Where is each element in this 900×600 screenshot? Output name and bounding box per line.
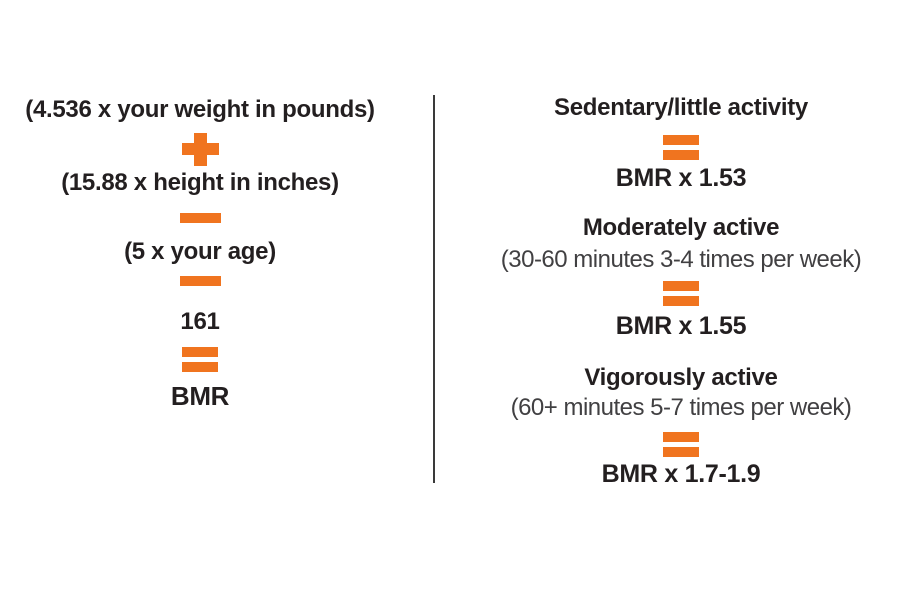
formula-height-line: (15.88 x height in inches) <box>61 169 339 196</box>
formula-constant: 161 <box>180 308 220 335</box>
minus-icon <box>179 213 221 223</box>
formula-age-line: (5 x your age) <box>124 238 276 265</box>
activity-detail: (60+ minutes 5-7 times per week) <box>510 394 852 421</box>
activity-formula: BMR x 1.55 <box>615 312 747 340</box>
activity-level-moderate: Moderately active (30-60 minutes 3-4 tim… <box>500 214 862 340</box>
equals-icon <box>663 432 699 457</box>
formula-result-label: BMR <box>170 381 230 411</box>
activity-formula: BMR x 1.53 <box>615 164 747 192</box>
activity-detail: (30-60 minutes 3-4 times per week) <box>500 246 862 273</box>
equals-icon <box>663 281 699 306</box>
formula-weight-line: (4.536 x your weight in pounds) <box>25 96 375 123</box>
activity-formula: BMR x 1.7-1.9 <box>601 460 761 488</box>
equals-icon <box>663 135 699 160</box>
plus-icon <box>181 133 219 166</box>
bmr-formula-column: (4.536 x your weight in pounds) (15.88 x… <box>0 96 400 411</box>
equals-icon <box>182 347 218 372</box>
activity-title: Vigorously active <box>584 364 778 391</box>
activity-title: Moderately active <box>582 214 780 241</box>
activity-multipliers-column: Sedentary/little activity BMR x 1.53 Mod… <box>446 94 900 488</box>
activity-level-sedentary: Sedentary/little activity BMR x 1.53 <box>554 94 808 192</box>
activity-level-vigorous: Vigorously active (60+ minutes 5-7 times… <box>511 364 852 488</box>
activity-title: Sedentary/little activity <box>554 94 808 121</box>
minus-icon <box>179 276 221 286</box>
vertical-divider <box>433 95 435 483</box>
